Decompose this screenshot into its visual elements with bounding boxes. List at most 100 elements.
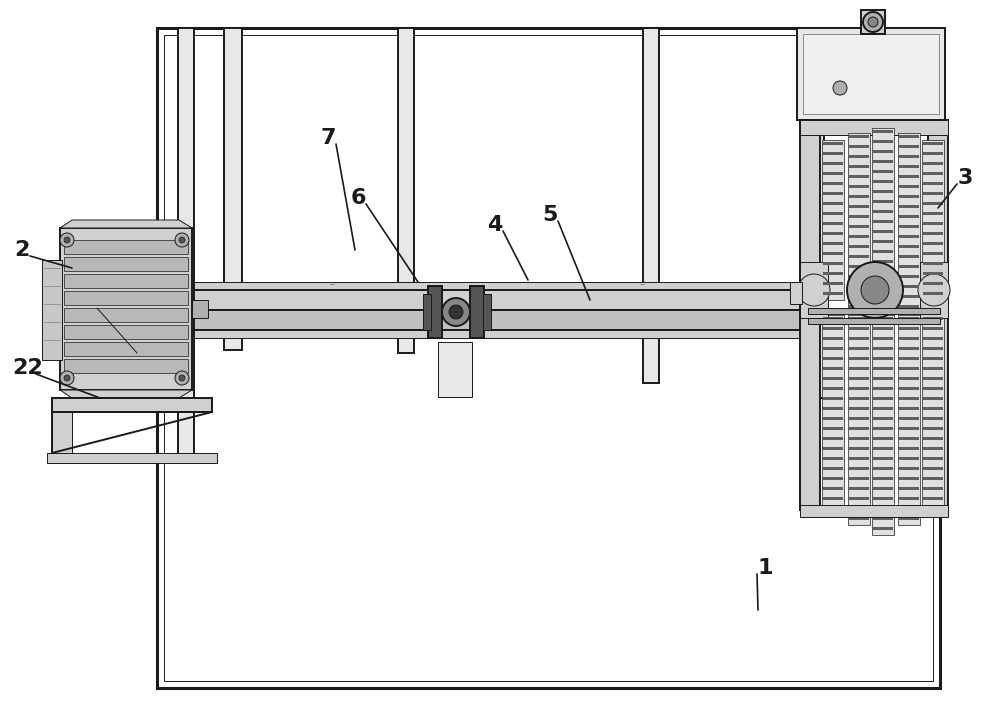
Bar	[923, 182, 943, 185]
Bar	[848, 315, 870, 525]
Bar	[849, 195, 869, 198]
Bar	[64, 240, 188, 254]
Bar	[899, 437, 919, 440]
Bar	[192, 300, 208, 318]
Bar	[823, 202, 843, 205]
Circle shape	[861, 276, 889, 304]
Bar	[849, 457, 869, 460]
Bar	[873, 190, 893, 193]
Bar	[873, 317, 893, 320]
Bar	[922, 315, 944, 505]
Bar	[849, 387, 869, 390]
Bar	[922, 140, 944, 300]
Bar	[849, 377, 869, 380]
Bar	[849, 275, 869, 278]
Bar	[873, 150, 893, 153]
Bar	[923, 367, 943, 370]
Bar	[823, 272, 843, 275]
Bar	[920, 262, 948, 318]
Bar	[64, 359, 188, 373]
Bar	[923, 192, 943, 195]
Bar	[822, 140, 844, 300]
Bar	[64, 308, 188, 322]
Circle shape	[833, 81, 847, 95]
Bar	[52, 412, 72, 457]
Bar	[923, 327, 943, 330]
Bar	[899, 387, 919, 390]
Bar	[823, 437, 843, 440]
Bar	[873, 240, 893, 243]
Bar	[873, 517, 893, 520]
Bar	[899, 275, 919, 278]
Bar	[823, 152, 843, 155]
Bar	[899, 497, 919, 500]
Polygon shape	[60, 390, 192, 398]
Bar	[923, 162, 943, 165]
Bar	[823, 347, 843, 350]
Bar	[823, 427, 843, 430]
Bar	[849, 487, 869, 490]
Bar	[899, 317, 919, 320]
Bar	[873, 407, 893, 410]
Bar	[899, 407, 919, 410]
Bar	[899, 397, 919, 400]
Bar	[873, 467, 893, 470]
Bar	[849, 507, 869, 510]
Text: 6: 6	[350, 188, 366, 208]
Bar	[398, 28, 414, 353]
Bar	[800, 120, 948, 135]
Bar	[823, 397, 843, 400]
Bar	[849, 517, 869, 520]
Bar	[164, 35, 933, 681]
Text: 7: 7	[320, 128, 336, 148]
Bar	[899, 255, 919, 258]
Bar	[64, 325, 188, 339]
Bar	[823, 182, 843, 185]
Bar	[849, 397, 869, 400]
Bar	[800, 262, 828, 318]
Bar	[873, 210, 893, 213]
Bar	[898, 315, 920, 525]
Bar	[438, 342, 472, 397]
Bar	[899, 507, 919, 510]
Bar	[899, 295, 919, 298]
Bar	[823, 292, 843, 295]
Bar	[797, 28, 945, 120]
Bar	[849, 367, 869, 370]
Bar	[873, 437, 893, 440]
Bar	[823, 447, 843, 450]
Bar	[899, 145, 919, 148]
Bar	[849, 175, 869, 178]
Bar	[923, 272, 943, 275]
Bar	[873, 170, 893, 173]
Bar	[923, 477, 943, 480]
Bar	[157, 28, 940, 688]
Bar	[899, 377, 919, 380]
Bar	[923, 437, 943, 440]
Bar	[873, 477, 893, 480]
Bar	[899, 175, 919, 178]
Bar	[823, 172, 843, 175]
Bar	[64, 342, 188, 356]
Bar	[923, 202, 943, 205]
Bar	[899, 337, 919, 340]
Polygon shape	[60, 220, 192, 228]
Bar	[899, 245, 919, 248]
Bar	[923, 222, 943, 225]
Bar	[428, 286, 442, 338]
Text: 3: 3	[957, 168, 973, 188]
Bar	[872, 315, 894, 535]
Bar	[923, 397, 943, 400]
Bar	[849, 165, 869, 168]
Bar	[923, 242, 943, 245]
Bar	[899, 457, 919, 460]
Bar	[849, 427, 869, 430]
Bar	[808, 28, 824, 398]
Bar	[849, 225, 869, 228]
Bar	[873, 367, 893, 370]
Bar	[823, 367, 843, 370]
Bar	[42, 260, 62, 360]
Bar	[64, 274, 188, 288]
Bar	[873, 327, 893, 330]
Bar	[183, 310, 808, 330]
